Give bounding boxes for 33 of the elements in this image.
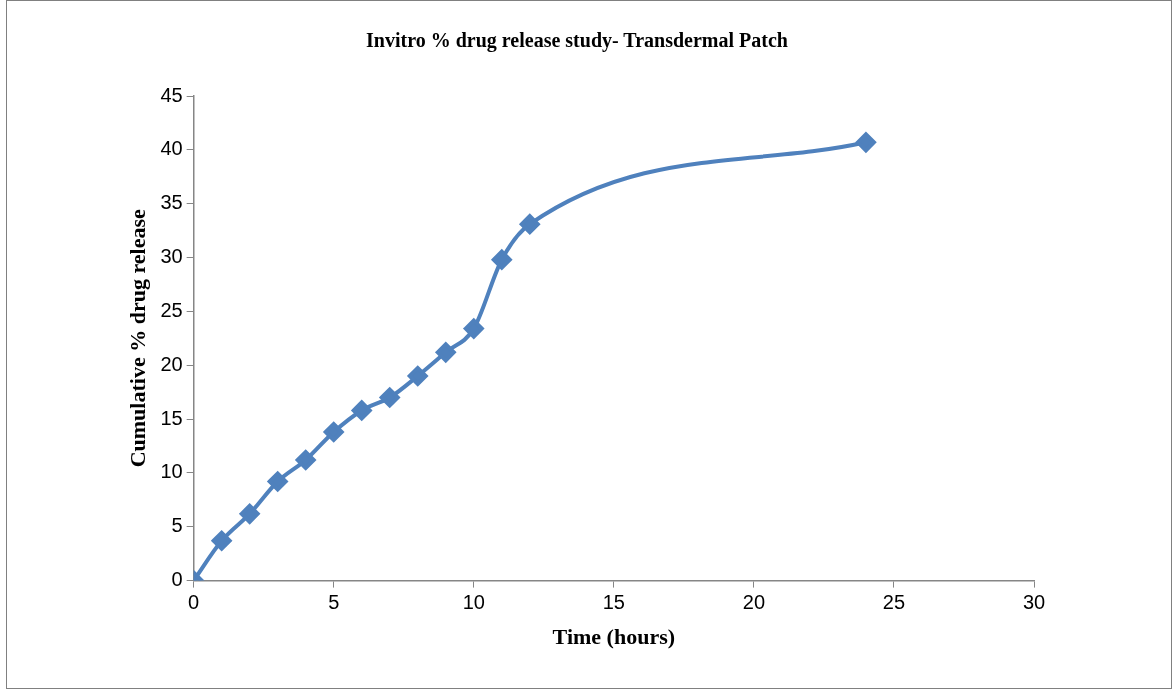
chart-title: Invitro % drug release study- Transdermal Patch [366,29,788,53]
x-tick-label: 30 [1022,591,1046,614]
x-tick-label: 20 [742,591,766,614]
y-tick-label: 40 [160,137,183,160]
point [855,132,876,153]
y-tick-label: 0 [171,568,183,591]
point [211,530,232,551]
point [295,449,316,470]
x-tick-label: 0 [188,591,200,614]
point [435,342,456,363]
x-axis-title: Time (hours) [552,624,676,650]
point [323,421,344,442]
y-tick-label: 15 [160,406,183,429]
x-tick-label: 5 [328,591,340,614]
x-tick-label: 15 [602,591,625,614]
y-tick-label: 35 [160,191,183,214]
y-tick-label: 20 [160,352,183,375]
y-tick-label: 45 [160,83,183,106]
point [407,365,428,386]
x-tick-label: 25 [882,591,906,614]
point [351,400,372,421]
point [239,503,260,524]
y-tick-label: 30 [160,245,183,268]
y-tick-label: 5 [171,514,183,537]
y-tick-label: 25 [160,298,183,321]
x-tick-label: 10 [462,591,485,614]
point [491,249,512,270]
point [519,214,540,235]
point [463,318,484,339]
y-axis-title: Cumulative % drug release [124,209,150,468]
point [379,387,400,408]
y-tick-label: 10 [160,460,183,483]
point [267,471,288,492]
